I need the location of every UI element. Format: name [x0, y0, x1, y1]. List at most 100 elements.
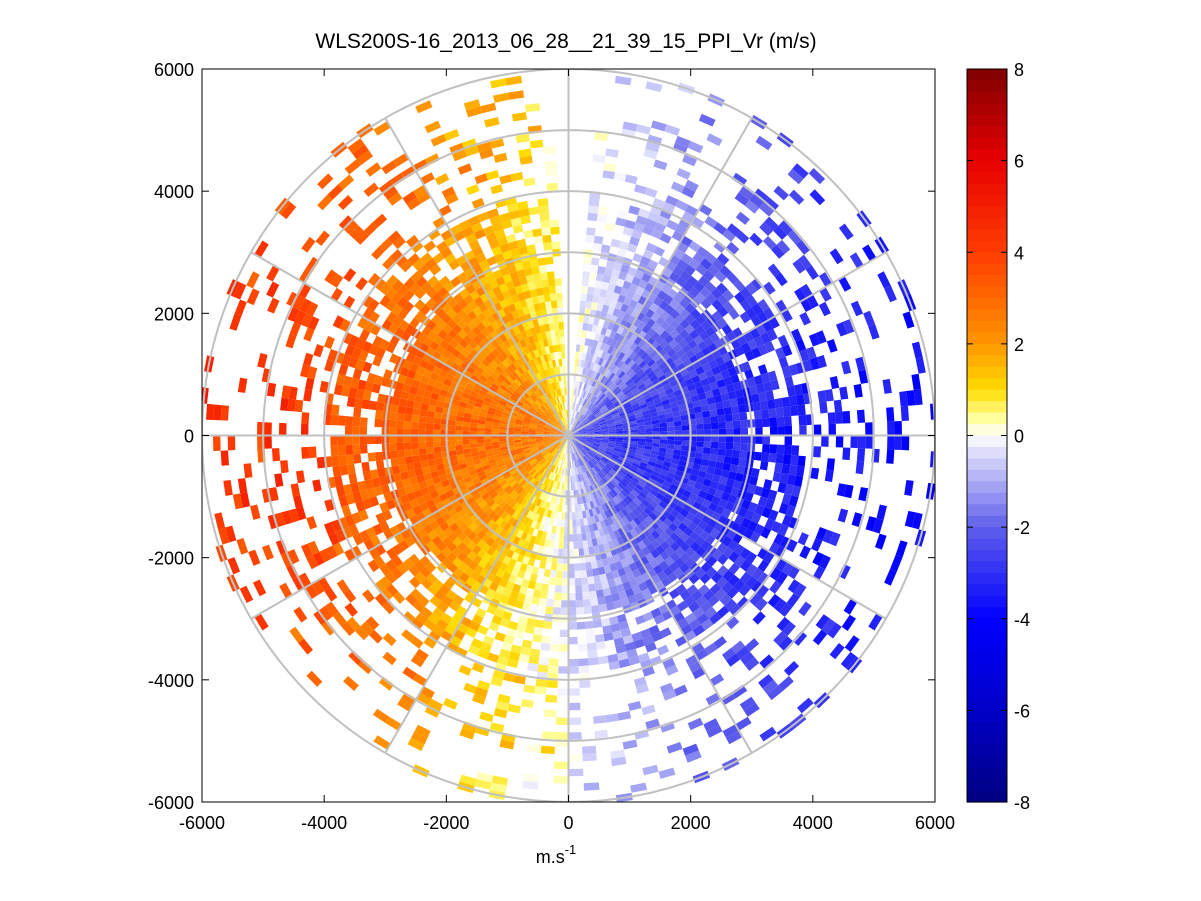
- velocity-cell: [589, 493, 596, 501]
- velocity-cell: [806, 346, 817, 360]
- velocity-cell: [526, 744, 542, 754]
- velocity-cell: [637, 422, 645, 427]
- velocity-cell: [397, 487, 407, 497]
- velocity-cell: [529, 444, 537, 448]
- velocity-cell: [537, 664, 549, 673]
- velocity-cell: [581, 285, 589, 294]
- velocity-cell: [522, 345, 530, 355]
- velocity-cell: [597, 296, 606, 305]
- velocity-cell: [588, 198, 600, 207]
- velocity-cell: [607, 321, 615, 331]
- velocity-cell: [452, 303, 463, 314]
- velocity-cell: [392, 315, 404, 328]
- velocity-cell: [418, 428, 426, 436]
- velocity-cell: [591, 257, 600, 266]
- velocity-cell: [445, 589, 458, 601]
- velocity-cell: [721, 324, 733, 336]
- velocity-cell: [486, 413, 495, 419]
- velocity-cell: [488, 458, 497, 465]
- velocity-cell: [375, 459, 385, 470]
- velocity-cell: [694, 648, 709, 661]
- velocity-cell: [488, 239, 500, 250]
- velocity-cell: [438, 204, 452, 217]
- velocity-cell: [561, 585, 569, 594]
- velocity-cell: [733, 428, 741, 436]
- velocity-cell: [535, 438, 544, 442]
- velocity-cell: [579, 430, 587, 434]
- velocity-cell: [652, 439, 660, 444]
- velocity-cell: [472, 614, 484, 625]
- velocity-cell: [324, 499, 335, 512]
- velocity-cell: [625, 339, 634, 349]
- velocity-cell: [546, 445, 554, 451]
- velocity-cell: [612, 366, 620, 375]
- velocity-cell: [409, 282, 421, 295]
- velocity-cell: [594, 465, 601, 472]
- velocity-cell: [571, 410, 575, 418]
- velocity-cell: [525, 587, 535, 597]
- velocity-cell: [657, 455, 666, 462]
- velocity-cell: [842, 319, 855, 334]
- velocity-cell: [612, 308, 621, 317]
- velocity-cell: [603, 564, 612, 574]
- velocity-cell: [375, 451, 384, 461]
- velocity-cell: [686, 584, 699, 596]
- velocity-cell: [660, 435, 668, 440]
- velocity-cell: [366, 435, 375, 445]
- velocity-cell: [543, 440, 551, 444]
- velocity-cell: [490, 540, 500, 550]
- velocity-cell: [477, 427, 485, 432]
- velocity-cell: [553, 322, 560, 331]
- velocity-cell: [558, 666, 569, 674]
- velocity-cell: [522, 461, 530, 467]
- velocity-cell: [542, 286, 550, 295]
- velocity-cell: [718, 476, 728, 486]
- velocity-cell: [542, 433, 551, 435]
- velocity-cell: [553, 405, 558, 413]
- velocity-cell: [317, 194, 333, 211]
- velocity-cell: [359, 417, 368, 427]
- velocity-cell: [658, 414, 666, 420]
- velocity-cell: [521, 578, 530, 588]
- velocity-cell: [568, 563, 575, 572]
- velocity-cell: [484, 438, 492, 443]
- velocity-cell: [477, 446, 486, 452]
- velocity-cell: [625, 459, 633, 465]
- velocity-cell: [573, 475, 577, 483]
- velocity-cell: [779, 536, 791, 549]
- velocity-cell: [671, 458, 680, 465]
- velocity-cell: [658, 500, 668, 510]
- velocity-cell: [649, 453, 658, 460]
- velocity-cell: [568, 541, 574, 550]
- velocity-cell: [678, 522, 688, 533]
- velocity-cell: [658, 560, 669, 571]
- velocity-cell: [520, 531, 528, 541]
- velocity-cell: [594, 506, 601, 515]
- velocity-cell: [667, 439, 675, 445]
- velocity-cell: [319, 605, 333, 621]
- velocity-cell: [468, 560, 479, 571]
- velocity-cell: [558, 548, 564, 557]
- velocity-cell: [415, 100, 433, 114]
- velocity-cell: [594, 490, 601, 499]
- velocity-cell: [545, 606, 554, 615]
- velocity-cell: [795, 465, 805, 477]
- velocity-cell: [615, 278, 625, 288]
- velocity-cell: [411, 448, 420, 457]
- velocity-cell: [498, 500, 507, 509]
- velocity-cell: [738, 583, 751, 597]
- velocity-cell: [548, 577, 556, 586]
- velocity-cell: [455, 518, 465, 528]
- velocity-cell: [558, 403, 562, 411]
- velocity-cell: [583, 547, 590, 556]
- velocity-cell: [485, 537, 495, 547]
- velocity-cell: [402, 301, 415, 313]
- velocity-cell: [473, 564, 484, 575]
- velocity-cell: [716, 317, 728, 329]
- velocity-cell: [602, 274, 612, 284]
- velocity-cell: [539, 396, 546, 404]
- velocity-cell: [565, 461, 568, 469]
- colorbar-swatch: [967, 114, 1007, 127]
- velocity-cell: [565, 468, 568, 476]
- velocity-cell: [405, 352, 416, 363]
